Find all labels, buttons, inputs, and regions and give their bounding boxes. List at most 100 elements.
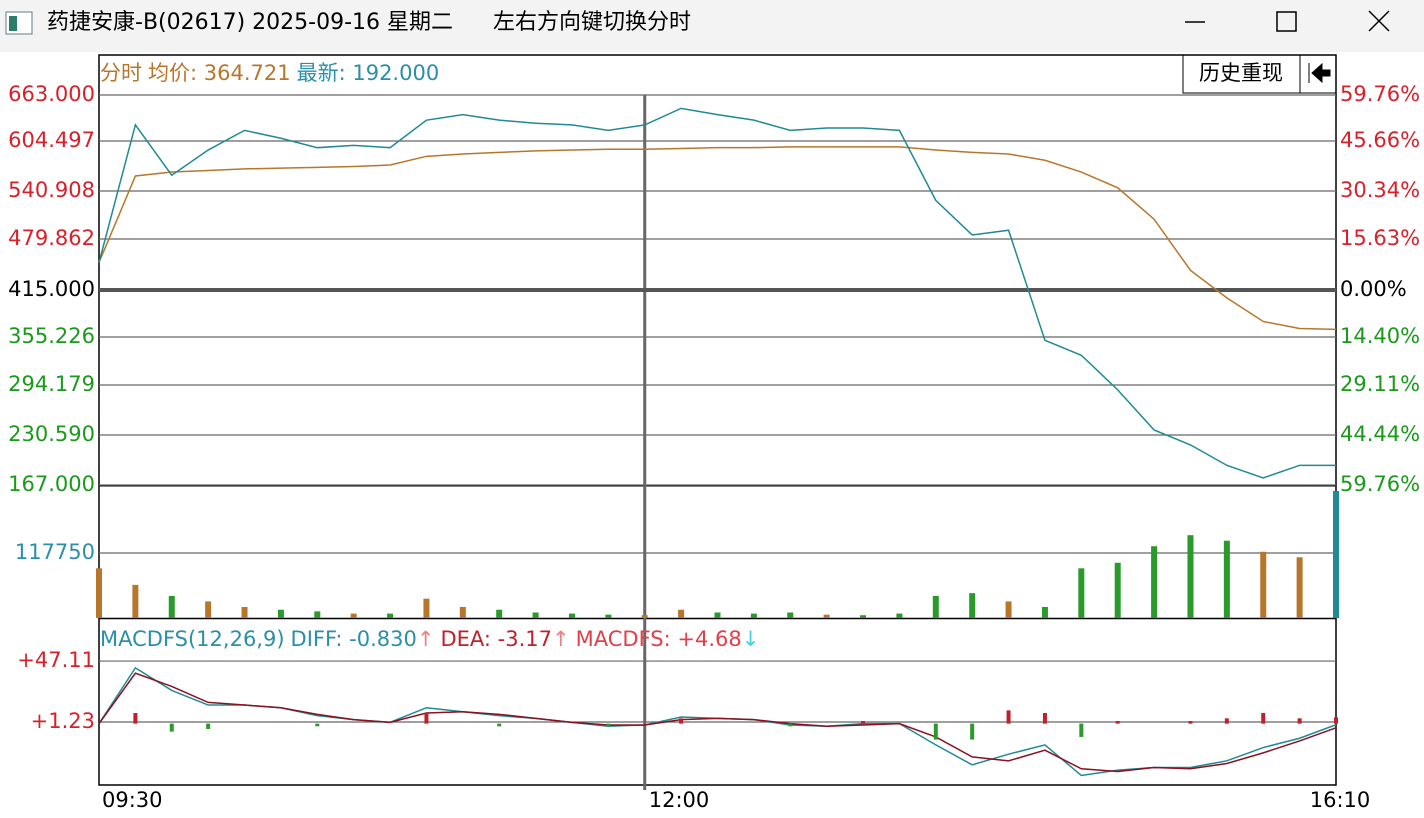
volume-bar bbox=[823, 614, 830, 618]
macd-bar bbox=[169, 723, 174, 732]
macd-bar bbox=[1079, 723, 1084, 737]
volume-bar bbox=[350, 613, 357, 618]
rewind-icon[interactable] bbox=[1308, 62, 1331, 84]
app-icon-part bbox=[9, 16, 17, 31]
macd-bar bbox=[1115, 720, 1120, 724]
macd-bar bbox=[1334, 717, 1338, 724]
y-tick-label: 415.000 bbox=[8, 277, 95, 301]
macd-bar bbox=[679, 718, 684, 724]
volume-bar bbox=[1223, 540, 1230, 618]
macd-bar bbox=[497, 723, 502, 727]
y-tick-label: 540.908 bbox=[8, 178, 95, 202]
maximize-button[interactable] bbox=[1276, 11, 1297, 32]
volume-bar bbox=[1078, 568, 1085, 618]
y-tick-label: +1.23 bbox=[31, 709, 95, 733]
volume-bar bbox=[1187, 535, 1194, 618]
macd-bar bbox=[1261, 713, 1266, 724]
header-text: MACDFS(12,26,9) bbox=[100, 627, 285, 651]
macd-bar bbox=[788, 723, 793, 727]
volume-bar bbox=[641, 615, 648, 618]
y-tick-label: 230.590 bbox=[8, 422, 95, 446]
header-text: 分时 bbox=[100, 61, 142, 85]
y2-tick-label: 29.11% bbox=[1340, 372, 1420, 396]
y-tick-label: +47.11 bbox=[17, 648, 95, 672]
volume-bar bbox=[1151, 546, 1158, 618]
plot-frame bbox=[98, 54, 1337, 786]
header-text: MACDFS: +4.68 bbox=[576, 627, 742, 651]
y2-tick-label: 45.66% bbox=[1340, 128, 1420, 152]
volume-bar bbox=[1260, 551, 1267, 618]
volume-bar bbox=[568, 613, 575, 618]
macd-bar bbox=[424, 713, 429, 724]
y2-tick-label: 0.00% bbox=[1340, 277, 1407, 301]
macd-line bbox=[98, 672, 1337, 773]
y2-tick-label: 44.44% bbox=[1340, 422, 1420, 446]
macd-bar bbox=[606, 723, 611, 727]
macd-bar bbox=[861, 720, 866, 724]
volume-bar bbox=[1005, 601, 1012, 618]
volume-bar bbox=[241, 606, 248, 618]
volume-bar bbox=[896, 613, 903, 618]
y2-tick-label: 59.76% bbox=[1340, 82, 1420, 106]
volume-bar bbox=[205, 601, 212, 618]
volume-bar bbox=[168, 595, 175, 618]
volume-bar bbox=[787, 612, 794, 618]
x-tick-label: 12:00 bbox=[649, 788, 710, 812]
y-tick-label: 117750 bbox=[15, 540, 95, 564]
y-tick-label: 663.000 bbox=[8, 82, 95, 106]
volume-bar bbox=[277, 609, 284, 618]
window-title: 药捷安康-B(02617) 2025-09-16 星期二 bbox=[47, 10, 453, 35]
volume-bar bbox=[314, 611, 321, 618]
title-bar bbox=[0, 0, 1424, 52]
volume-bar bbox=[496, 609, 503, 618]
y-tick-label: 479.862 bbox=[8, 226, 95, 250]
volume-bar bbox=[605, 614, 612, 618]
header-text: DEA: -3.17 bbox=[440, 627, 552, 651]
y-tick-label: 167.000 bbox=[8, 472, 95, 496]
volume-bar bbox=[532, 612, 539, 618]
volume-bar bbox=[1296, 557, 1303, 618]
volume-bar bbox=[932, 595, 939, 618]
macd-bar bbox=[315, 723, 320, 727]
header-text: ↓ bbox=[742, 627, 760, 651]
volume-bar bbox=[459, 606, 466, 618]
macd-bar bbox=[1224, 718, 1229, 724]
macd-bar bbox=[1006, 710, 1011, 724]
y2-tick-label: 59.76% bbox=[1340, 472, 1420, 496]
volume-bar bbox=[1333, 491, 1339, 618]
panel-header: MACDFS(12,26,9) DIFF: -0.830↑ DEA: -3.17↑ M… bbox=[100, 627, 759, 651]
header-text: 最新: 192.000 bbox=[297, 61, 440, 85]
y-tick-label: 604.497 bbox=[8, 128, 95, 152]
x-tick-label: 16:10 bbox=[1310, 788, 1371, 812]
window-hint: 左右方向键切换分时 bbox=[493, 10, 691, 35]
y-tick-label: 355.226 bbox=[8, 324, 95, 348]
y2-tick-label: 14.40% bbox=[1340, 324, 1420, 348]
panel-header: 分时 均价: 364.721 最新: 192.000 bbox=[100, 61, 439, 85]
volume-bar bbox=[750, 613, 757, 618]
volume-bar bbox=[1041, 606, 1048, 618]
macd-bar bbox=[1042, 713, 1047, 724]
close-button[interactable] bbox=[1368, 10, 1390, 32]
x-tick-label: 09:30 bbox=[102, 788, 163, 812]
volume-bar bbox=[969, 593, 976, 618]
volume-bar bbox=[860, 615, 867, 618]
history-button-label[interactable]: 历史重现 bbox=[1199, 61, 1283, 85]
macd-bar bbox=[970, 723, 975, 740]
volume-bar bbox=[714, 612, 721, 618]
header-text: ↑ bbox=[552, 627, 570, 651]
volume-bar bbox=[96, 568, 102, 618]
volume-bar bbox=[1114, 562, 1121, 618]
header-text: 均价: 364.721 bbox=[148, 61, 291, 85]
price-line bbox=[98, 146, 1337, 331]
volume-bar bbox=[423, 598, 430, 618]
macd-bar bbox=[206, 723, 211, 729]
macd-bar bbox=[933, 723, 938, 740]
header-text: ↑ bbox=[417, 627, 435, 651]
y2-tick-label: 15.63% bbox=[1340, 226, 1420, 250]
y2-tick-label: 30.34% bbox=[1340, 178, 1420, 202]
volume-bar bbox=[678, 609, 685, 618]
macd-bar bbox=[1297, 718, 1302, 724]
macd-bar bbox=[1188, 720, 1193, 724]
header-text: DIFF: -0.830 bbox=[291, 627, 417, 651]
